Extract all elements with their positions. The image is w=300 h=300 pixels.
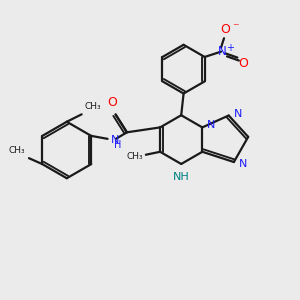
Text: H: H <box>114 140 121 150</box>
Text: O: O <box>108 96 118 109</box>
Text: +: + <box>226 43 234 53</box>
Text: O: O <box>238 57 248 70</box>
Text: N: N <box>234 109 242 119</box>
Text: O: O <box>220 23 230 36</box>
Text: CH₃: CH₃ <box>9 146 26 155</box>
Text: N: N <box>207 120 215 130</box>
Text: CH₃: CH₃ <box>126 152 143 161</box>
Text: N: N <box>111 135 119 145</box>
Text: N: N <box>239 158 248 169</box>
Text: N: N <box>218 45 227 58</box>
Text: CH₃: CH₃ <box>85 102 101 111</box>
Text: ⁻: ⁻ <box>232 21 238 34</box>
Text: NH: NH <box>173 172 190 182</box>
